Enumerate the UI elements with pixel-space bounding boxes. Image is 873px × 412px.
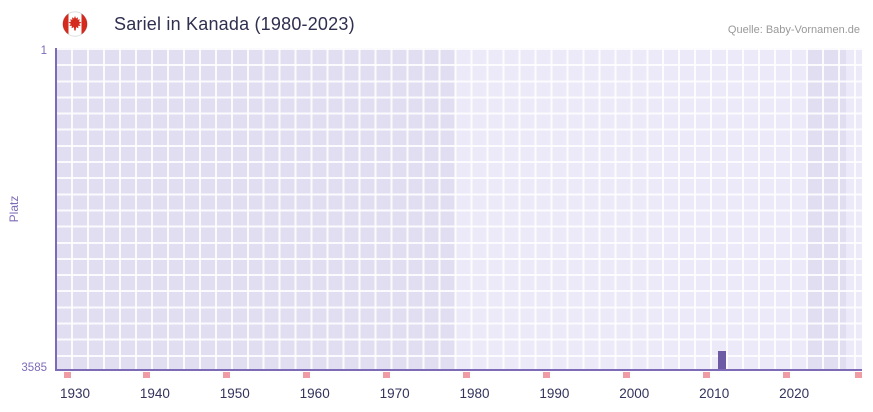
plot-grid xyxy=(55,48,862,371)
y-tick-label-bottom: 3585 xyxy=(21,362,47,374)
x-tick-label: 1990 xyxy=(539,386,570,401)
rank-bar[interactable] xyxy=(718,351,727,369)
axis-decade-marker xyxy=(223,372,231,378)
y-axis-title: Platz xyxy=(7,195,21,223)
x-tick-label: 1930 xyxy=(59,386,91,401)
axis-decade-marker xyxy=(143,372,151,378)
x-tick-label: 1970 xyxy=(379,386,410,401)
x-tick-label: 2000 xyxy=(619,386,650,401)
axis-decade-marker xyxy=(63,372,71,378)
canada-flag-icon xyxy=(62,11,88,37)
axis-decade-marker xyxy=(622,372,630,378)
x-axis-line xyxy=(55,369,862,371)
axis-decade-marker xyxy=(463,372,470,378)
axis-decade-marker xyxy=(303,372,311,378)
axis-decade-marker xyxy=(702,372,710,378)
x-tick-label: 1960 xyxy=(299,386,330,401)
x-tick-label: 1940 xyxy=(139,386,170,401)
axis-markers xyxy=(55,371,862,379)
source-attribution: Quelle: Baby-Vornamen.de xyxy=(727,24,860,36)
axis-decade-marker xyxy=(782,372,790,378)
axis-decade-marker xyxy=(854,372,862,378)
plot-area[interactable] xyxy=(55,48,862,371)
x-tick-label: 2010 xyxy=(699,386,730,401)
x-tick-label: 1950 xyxy=(219,386,250,401)
chart-title: Sariel in Kanada (1980-2023) xyxy=(114,13,355,34)
x-tick-label: 1980 xyxy=(459,386,490,401)
y-axis-line xyxy=(55,48,57,371)
axis-decade-marker xyxy=(383,372,391,378)
chart-header: Sariel in Kanada (1980-2023) xyxy=(62,9,355,39)
axis-decade-marker xyxy=(542,372,550,378)
x-tick-label: 2020 xyxy=(779,386,810,401)
x-axis-labels: 1930 1940 1950 1960 1970 1980 1990 2000 2010 2020 xyxy=(55,386,862,404)
y-tick-label-top: 1 xyxy=(40,45,47,57)
